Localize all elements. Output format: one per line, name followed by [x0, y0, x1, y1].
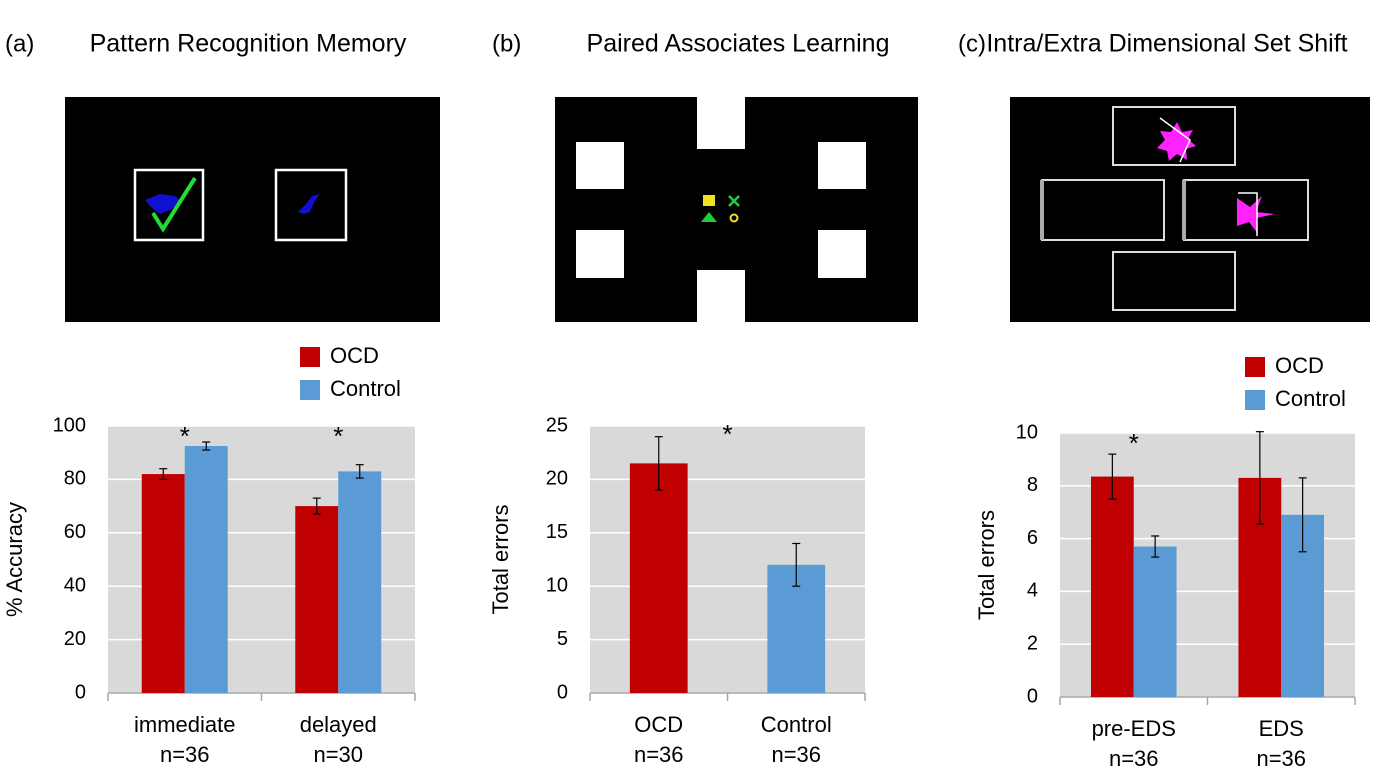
legend-swatch	[1245, 357, 1265, 377]
y-tick-label: 20	[64, 628, 86, 650]
bar	[141, 474, 185, 693]
y-tick-label: 10	[1016, 421, 1038, 443]
y-tick-label: 4	[1027, 580, 1038, 602]
n-label: n=36	[160, 742, 210, 767]
x-tick-label: Control	[761, 712, 832, 737]
y-tick-label: 10	[546, 574, 568, 596]
n-label: n=36	[1256, 746, 1306, 769]
x-tick-label: EDS	[1259, 716, 1304, 741]
x-tick-label: pre-EDS	[1092, 716, 1176, 741]
y-tick-label: 60	[64, 521, 86, 543]
y-axis-label: % Accuracy	[2, 502, 27, 617]
y-tick-label: 8	[1027, 474, 1038, 496]
y-tick-label: 100	[53, 414, 86, 436]
bar	[1133, 546, 1177, 697]
y-tick-label: 25	[546, 414, 568, 436]
x-tick-label: immediate	[134, 712, 235, 737]
chart-title: Paired Associates Learning	[587, 30, 890, 58]
legend-swatch	[1245, 390, 1265, 410]
x-tick-label: OCD	[634, 712, 683, 737]
y-tick-label: 0	[1027, 685, 1038, 707]
bar	[295, 506, 339, 693]
panel-label: (b)	[492, 30, 521, 57]
legend-label: Control	[330, 376, 401, 401]
significance-star: *	[180, 421, 190, 451]
stimulus-c	[1010, 97, 1370, 322]
y-axis-label: Total errors	[488, 504, 513, 614]
bar	[1090, 476, 1134, 697]
y-tick-label: 0	[557, 681, 568, 703]
bar	[184, 446, 228, 693]
legend-swatch	[300, 380, 320, 400]
x-tick-label: delayed	[300, 712, 377, 737]
legend-swatch	[300, 347, 320, 367]
n-label: n=36	[634, 742, 684, 767]
bar	[338, 471, 382, 693]
chart-title: Intra/Extra Dimensional Set Shift	[986, 30, 1347, 58]
legend-label: Control	[1275, 386, 1346, 411]
significance-star: *	[1129, 428, 1139, 458]
y-tick-label: 0	[75, 681, 86, 703]
y-tick-label: 2	[1027, 632, 1038, 654]
panel-label: (a)	[5, 30, 34, 57]
stimulus-a	[65, 97, 440, 322]
chart-title: Pattern Recognition Memory	[90, 30, 407, 58]
n-label: n=30	[313, 742, 363, 767]
bar	[629, 463, 688, 693]
stimulus-b	[555, 97, 918, 322]
n-label: n=36	[771, 742, 821, 767]
significance-star: *	[333, 421, 343, 451]
y-tick-label: 5	[557, 628, 568, 650]
legend-label: OCD	[1275, 353, 1324, 378]
y-tick-label: 80	[64, 468, 86, 490]
legend-label: OCD	[330, 343, 379, 368]
y-tick-label: 15	[546, 521, 568, 543]
y-tick-label: 40	[64, 574, 86, 596]
n-label: n=36	[1109, 746, 1159, 769]
y-tick-label: 20	[546, 468, 568, 490]
y-axis-label: Total errors	[974, 510, 999, 620]
panel-label: (c)	[958, 30, 986, 57]
significance-star: *	[722, 419, 732, 449]
y-tick-label: 6	[1027, 527, 1038, 549]
